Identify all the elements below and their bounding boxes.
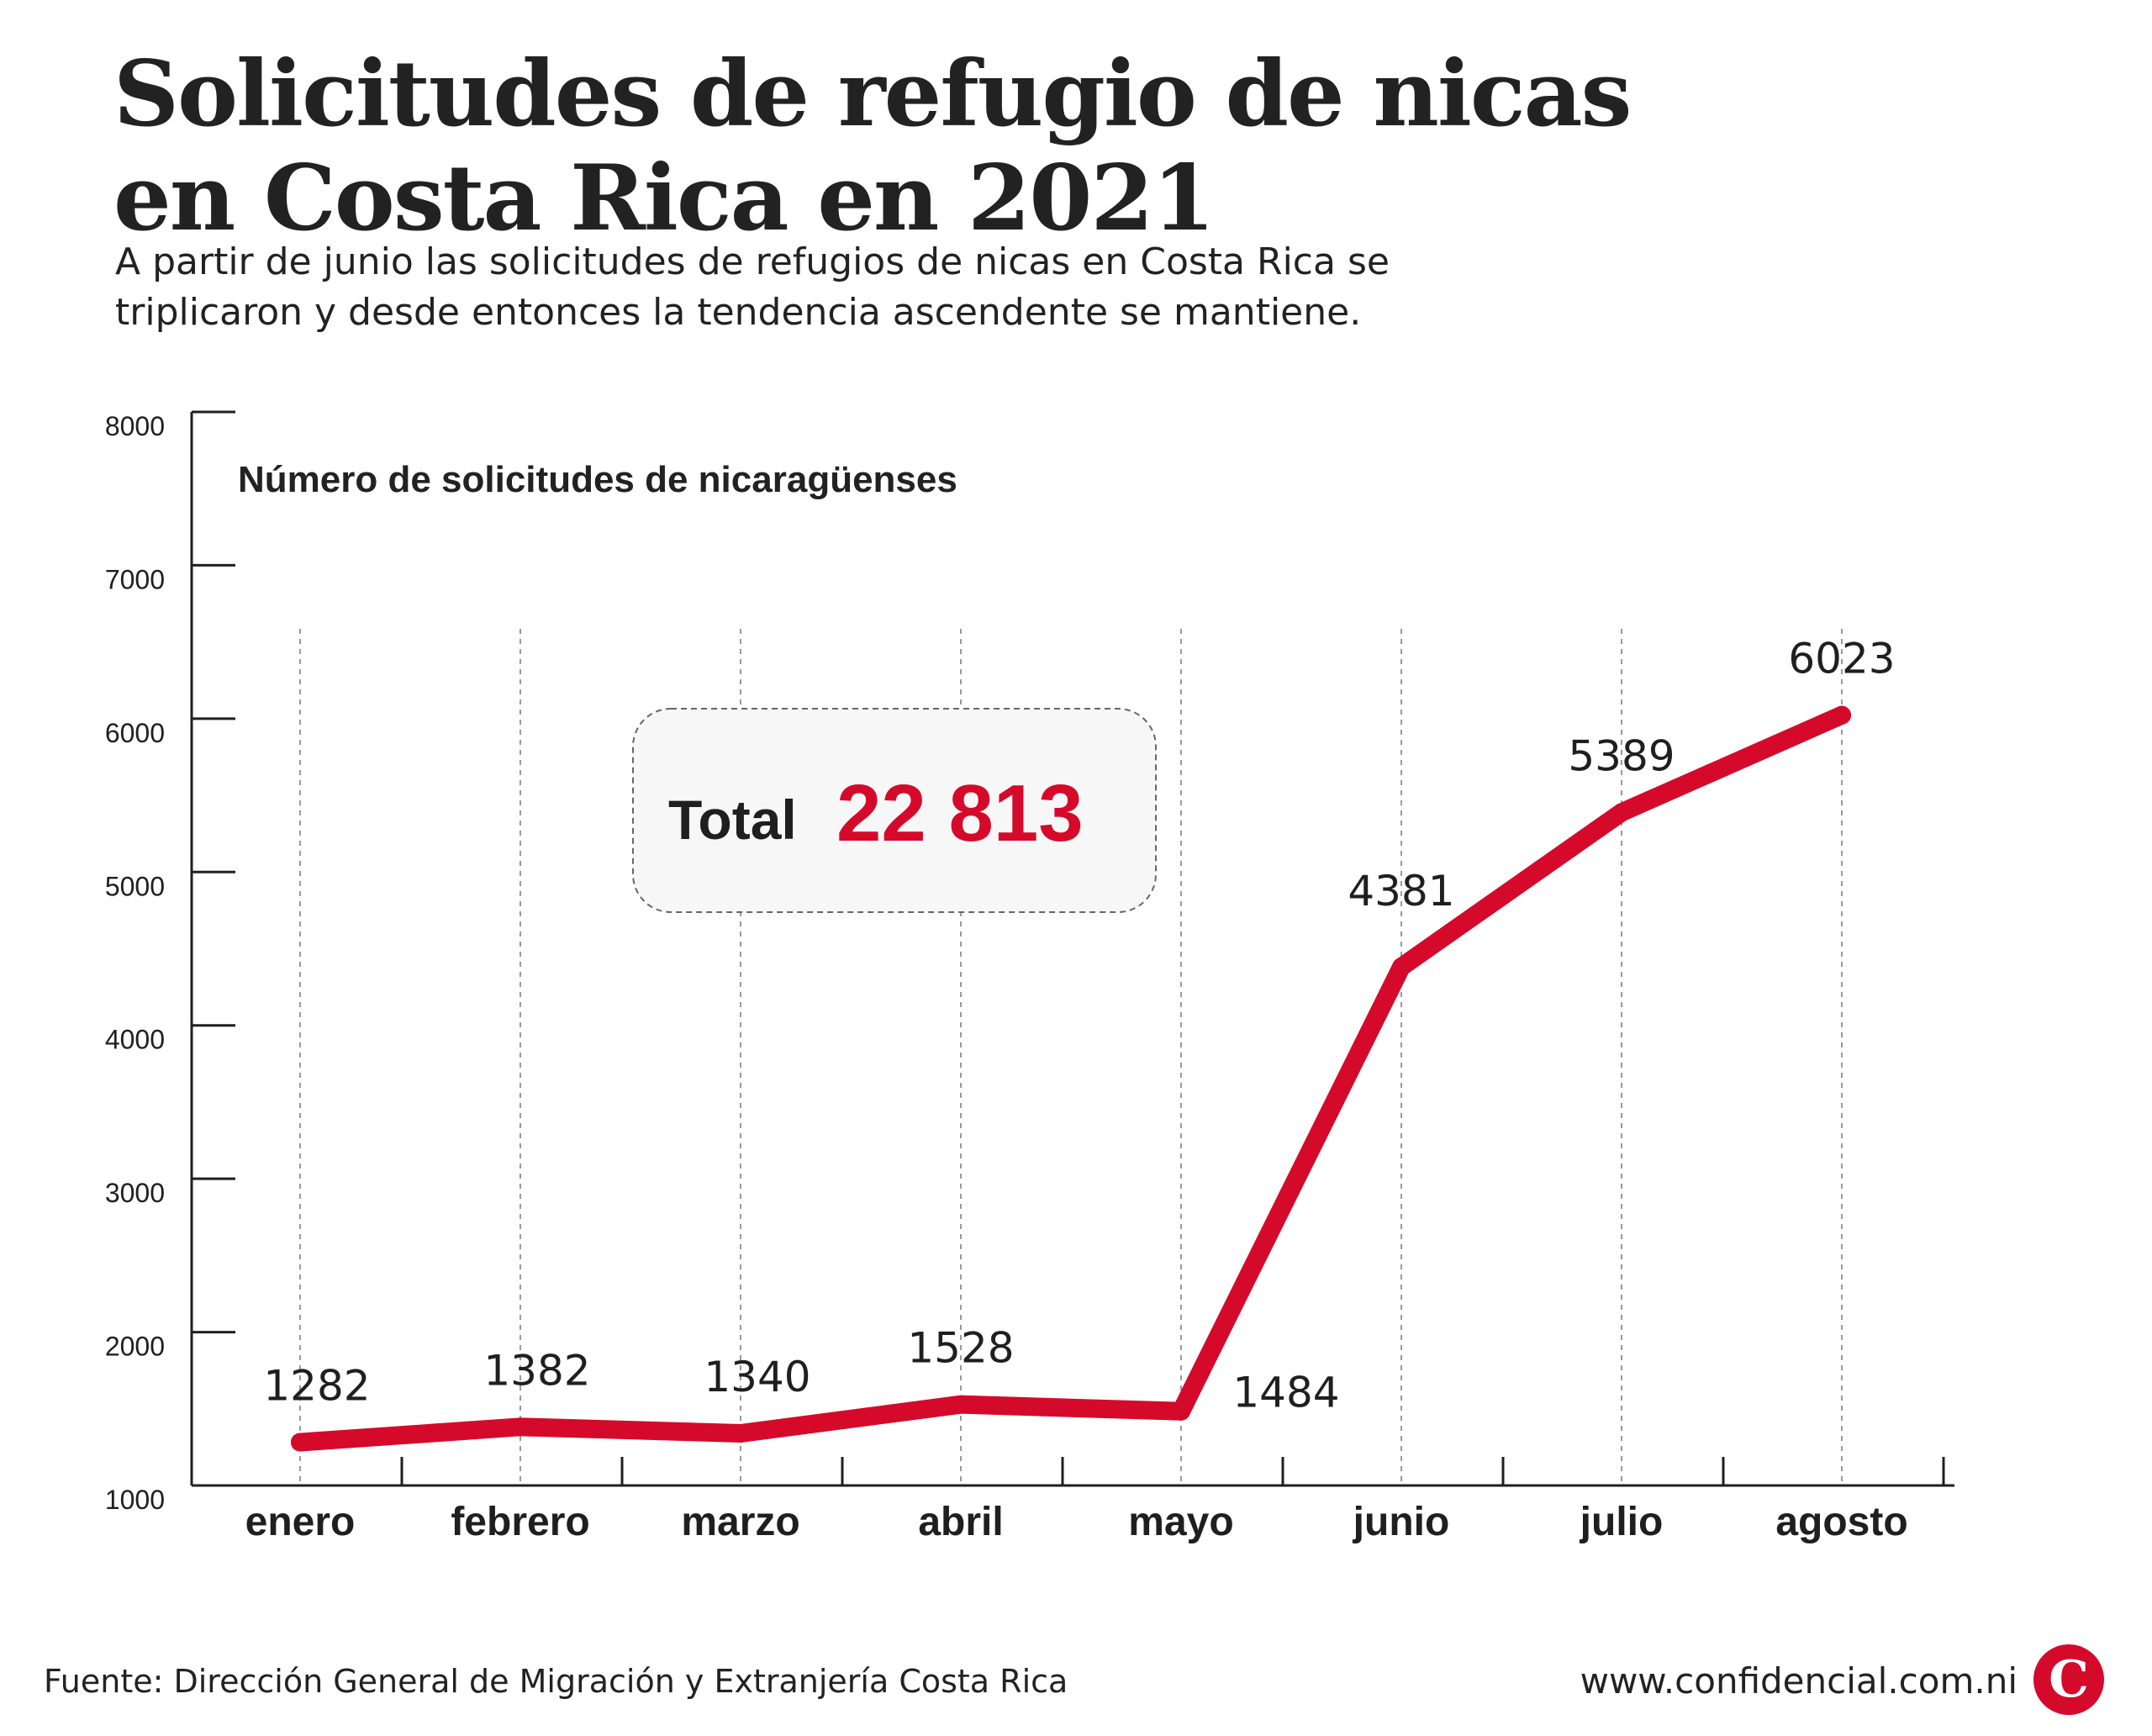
y-tick-label-4000: 4000 <box>105 1025 165 1055</box>
data-label-julio: 5389 <box>1568 731 1675 780</box>
x-label-julio: julio <box>1580 1500 1664 1544</box>
data-point-abril <box>952 1395 970 1414</box>
data-point-mayo <box>1172 1401 1190 1421</box>
series-line <box>291 705 1851 1452</box>
subtitle-line-2: triplicaron y desde entonces la tendenci… <box>115 291 1362 334</box>
data-point-marzo <box>731 1423 750 1443</box>
axes: 1000 2000 3000 4000 5000 6000 7000 8000 enero feb… <box>105 410 1954 1544</box>
total-callout: Total 22 813 <box>632 708 1157 913</box>
title-line-2: en Costa Rica en 2021 <box>113 145 1216 251</box>
data-point-enero <box>291 1433 309 1452</box>
data-label-junio: 4381 <box>1348 867 1454 915</box>
y-tick-label-5000: 5000 <box>105 871 165 901</box>
x-label-junio: junio <box>1353 1500 1450 1544</box>
data-label-abril: 1528 <box>907 1324 1014 1373</box>
x-label-febrero: febrero <box>451 1500 589 1544</box>
y-tick-label-6000: 6000 <box>105 718 165 748</box>
x-label-marzo: marzo <box>681 1500 799 1544</box>
data-label-enero: 1282 <box>263 1362 370 1411</box>
data-label-marzo: 1340 <box>704 1353 810 1401</box>
x-label-agosto: agosto <box>1775 1500 1907 1544</box>
y-tick-label-1000: 1000 <box>105 1485 165 1515</box>
data-label-agosto: 6023 <box>1788 635 1895 683</box>
y-tick-label-7000: 7000 <box>105 564 165 594</box>
chart-title: Número de solicitudes de nicaragüenses <box>238 459 957 500</box>
series-layer <box>291 705 1851 1452</box>
data-point-julio <box>1612 803 1631 822</box>
data-point-junio <box>1392 958 1411 977</box>
total-label: Total <box>668 789 797 851</box>
total-callout-box <box>632 708 1157 913</box>
data-point-febrero <box>511 1417 530 1437</box>
source-note: Fuente: Dirección General de Migración y… <box>44 1663 1068 1700</box>
x-label-abril: abril <box>918 1500 1003 1544</box>
x-label-mayo: mayo <box>1128 1500 1233 1544</box>
data-labels: 1282 1382 1340 1528 1484 4381 5389 6023 <box>263 635 1895 1417</box>
total-value: 22 813 <box>836 768 1084 858</box>
y-tick-label-3000: 3000 <box>105 1178 165 1208</box>
data-label-febrero: 1382 <box>483 1346 590 1395</box>
logo-circle <box>2033 1644 2104 1715</box>
y-tick-label-2000: 2000 <box>105 1332 165 1362</box>
website-link[interactable]: www.confidencial.com.ni <box>1580 1660 2018 1702</box>
logo-letter: C <box>2049 1650 2089 1709</box>
subtitle-line-1: A partir de junio las solicitudes de ref… <box>115 240 1390 283</box>
data-point-agosto <box>1833 705 1851 725</box>
y-tick-label-8000: 8000 <box>105 411 165 441</box>
confidencial-logo: C <box>2033 1644 2104 1715</box>
page-title: Solicitudes de refugio de nicas en Costa… <box>113 41 1632 251</box>
page-subtitle: A partir de junio las solicitudes de ref… <box>115 237 1460 338</box>
x-label-enero: enero <box>245 1500 356 1544</box>
title-line-1: Solicitudes de refugio de nicas <box>113 41 1632 147</box>
data-label-mayo: 1484 <box>1232 1369 1339 1417</box>
line-chart: 1000 2000 3000 4000 5000 6000 7000 8000 enero feb… <box>105 410 1954 1544</box>
